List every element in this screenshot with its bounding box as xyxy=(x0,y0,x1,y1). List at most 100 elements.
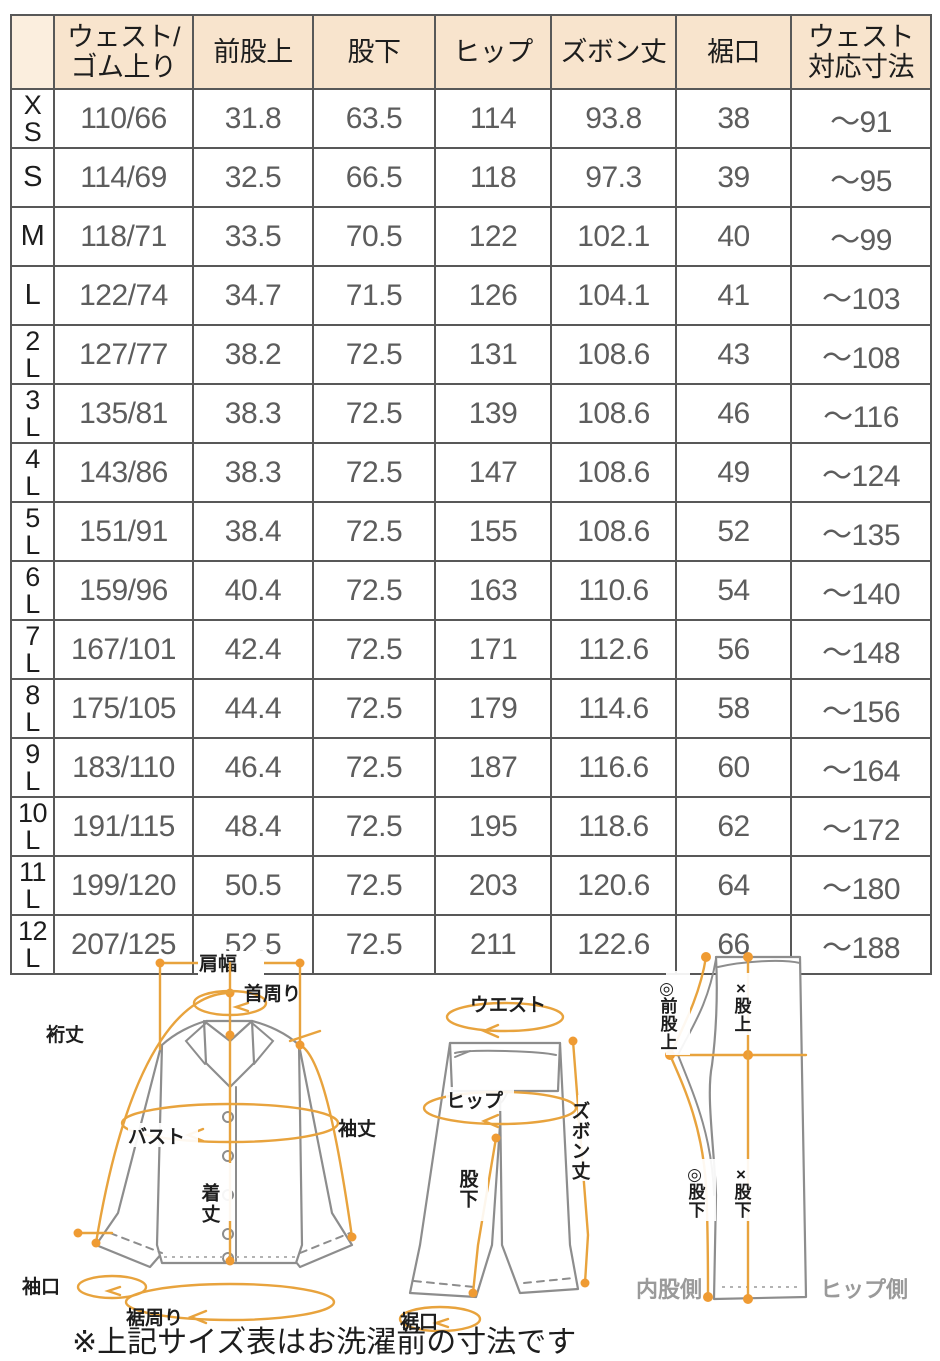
cell-waist-fit: 〜140 xyxy=(790,560,932,621)
cell-front-rise: 38.2 xyxy=(192,324,314,385)
cell-waist: 135/81 xyxy=(53,383,194,444)
cell-waist: 110/66 xyxy=(53,88,194,149)
cell-hem: 43 xyxy=(675,324,792,385)
cell-front-rise: 33.5 xyxy=(192,206,314,267)
cell-waist: 191/115 xyxy=(53,796,194,857)
header-waist-fit: ウェスト 対応寸法 xyxy=(790,14,932,90)
cell-waist: 183/110 xyxy=(53,737,194,798)
size-label-bottom: L xyxy=(25,942,40,973)
cell-trouser-length: 108.6 xyxy=(550,383,677,444)
cell-waist-fit: 〜108 xyxy=(790,324,932,385)
crotch-hip-side-label: ヒップ側 xyxy=(820,1277,908,1302)
pants-inseam-label: 股下 xyxy=(457,1169,480,1209)
cell-hem: 54 xyxy=(675,560,792,621)
cell-hip: 179 xyxy=(434,678,552,739)
shirt-neck-label: 首周り xyxy=(244,982,301,1005)
size-label-bottom: L xyxy=(25,588,40,619)
cell-front-rise: 46.4 xyxy=(192,737,314,798)
table-row: 9 L 183/110 46.4 72.5 187 116.6 60 〜164 xyxy=(10,737,932,798)
crotch-front-rise-mark: ◎ xyxy=(658,979,677,999)
crotch-diagram: ◎ 前股上 × 股上 × 股下 ◎ 股下 内股側 ヒップ側 xyxy=(636,952,908,1304)
shirt-body-length-label: 着丈 xyxy=(199,1182,221,1225)
shirt-button xyxy=(222,1228,234,1240)
cell-waist-fit: 〜148 xyxy=(790,619,932,680)
cell-hip: 131 xyxy=(434,324,552,385)
crotch-inseam-label: 股下 xyxy=(686,1183,706,1219)
table-row: 11 L 199/120 50.5 72.5 203 120.6 64 〜180 xyxy=(10,855,932,916)
cell-waist: 175/105 xyxy=(53,678,194,739)
cell-inseam: 72.5 xyxy=(312,383,436,444)
crotch-inner-side-label: 内股側 xyxy=(636,1277,702,1302)
table-row: M 118/71 33.5 70.5 122 102.1 40 〜99 xyxy=(10,206,932,267)
cell-trouser-length: 122.6 xyxy=(550,914,677,975)
size-label-top: 6 xyxy=(25,562,40,593)
cell-hem: 46 xyxy=(675,383,792,444)
cell-waist: 118/71 xyxy=(53,206,194,267)
shirt-shoulder-label: 肩幅 xyxy=(199,952,237,975)
shirt-yuki-label: 裄丈 xyxy=(46,1024,84,1046)
cell-hem: 56 xyxy=(675,619,792,680)
cell-trouser-length: 97.3 xyxy=(550,147,677,208)
shirt-cuff-label: 袖口 xyxy=(21,1275,60,1298)
crotch-front-rise-label: 前股上 xyxy=(658,996,678,1051)
cell-hem: 62 xyxy=(675,796,792,857)
crotch-inseam2-mark: × xyxy=(732,1165,751,1184)
cell-inseam: 72.5 xyxy=(312,560,436,621)
cell-front-rise: 40.4 xyxy=(192,560,314,621)
size-label-bottom: M xyxy=(20,220,45,253)
cell-front-rise: 42.4 xyxy=(192,619,314,680)
crotch-inseam2-label: 股下 xyxy=(732,1183,752,1219)
cell-hip: 118 xyxy=(434,147,552,208)
size-label-top: 11 xyxy=(18,857,47,888)
cell-hip: 114 xyxy=(434,88,552,149)
crotch-rise-label: 股上 xyxy=(732,997,752,1033)
size-label-top: 7 xyxy=(25,621,40,652)
cell-inseam: 72.5 xyxy=(312,678,436,739)
size-label-top: 3 xyxy=(25,385,40,416)
cell-size-label: 10 L xyxy=(10,796,55,857)
cell-inseam: 72.5 xyxy=(312,619,436,680)
cell-size-label: S xyxy=(10,147,55,208)
cell-hip: 147 xyxy=(434,442,552,503)
header-waist: ウェスト/ ゴム上り xyxy=(53,14,194,90)
table-row: S 114/69 32.5 66.5 118 97.3 39 〜95 xyxy=(10,147,932,208)
cell-hip: 211 xyxy=(434,914,552,975)
header-row: ウェスト/ ゴム上り 前股上 股下 ヒップ ズボン丈 裾口 xyxy=(10,14,932,90)
header-front-rise: 前股上 xyxy=(192,14,314,90)
header-inseam: 股下 xyxy=(312,14,436,90)
shirt-bust-label: バスト xyxy=(128,1126,185,1148)
header-hem-label: 裾口 xyxy=(707,36,761,67)
table-row: 8 L 175/105 44.4 72.5 179 114.6 58 〜156 xyxy=(10,678,932,739)
size-label-bottom: L xyxy=(25,824,40,855)
cell-hem: 40 xyxy=(675,206,792,267)
size-label-bottom: L xyxy=(25,470,40,501)
cell-trouser-length: 110.6 xyxy=(550,560,677,621)
cell-trouser-length: 120.6 xyxy=(550,855,677,916)
pants-trouser-length-label: ズボン丈 xyxy=(569,1100,591,1181)
size-label-top: 2 xyxy=(25,326,40,357)
header-trouser-length-label: ズボン丈 xyxy=(560,36,668,67)
cell-trouser-length: 112.6 xyxy=(550,619,677,680)
table-row: 6 L 159/96 40.4 72.5 163 110.6 54 〜140 xyxy=(10,560,932,621)
header-hip-label: ヒップ xyxy=(453,36,533,67)
size-label-bottom: S xyxy=(23,116,42,147)
cell-hip: 163 xyxy=(434,560,552,621)
table-row: 10 L 191/115 48.4 72.5 195 118.6 62 〜172 xyxy=(10,796,932,857)
size-label-bottom: L xyxy=(25,352,40,383)
diagram-svg: 肩幅 首周り 裄丈 袖丈 バスト xyxy=(21,951,908,1333)
cell-front-rise: 38.4 xyxy=(192,501,314,562)
washing-note: ※上記サイズ表はお洗濯前の寸法です xyxy=(72,1326,577,1359)
cell-hem: 52 xyxy=(675,501,792,562)
cell-trouser-length: 102.1 xyxy=(550,206,677,267)
cell-waist-fit: 〜164 xyxy=(790,737,932,798)
cell-inseam: 70.5 xyxy=(312,206,436,267)
cell-front-rise: 32.5 xyxy=(192,147,314,208)
cell-waist: 114/69 xyxy=(53,147,194,208)
cell-front-rise: 31.8 xyxy=(192,88,314,149)
cell-waist: 122/74 xyxy=(53,265,194,326)
cell-hip: 155 xyxy=(434,501,552,562)
